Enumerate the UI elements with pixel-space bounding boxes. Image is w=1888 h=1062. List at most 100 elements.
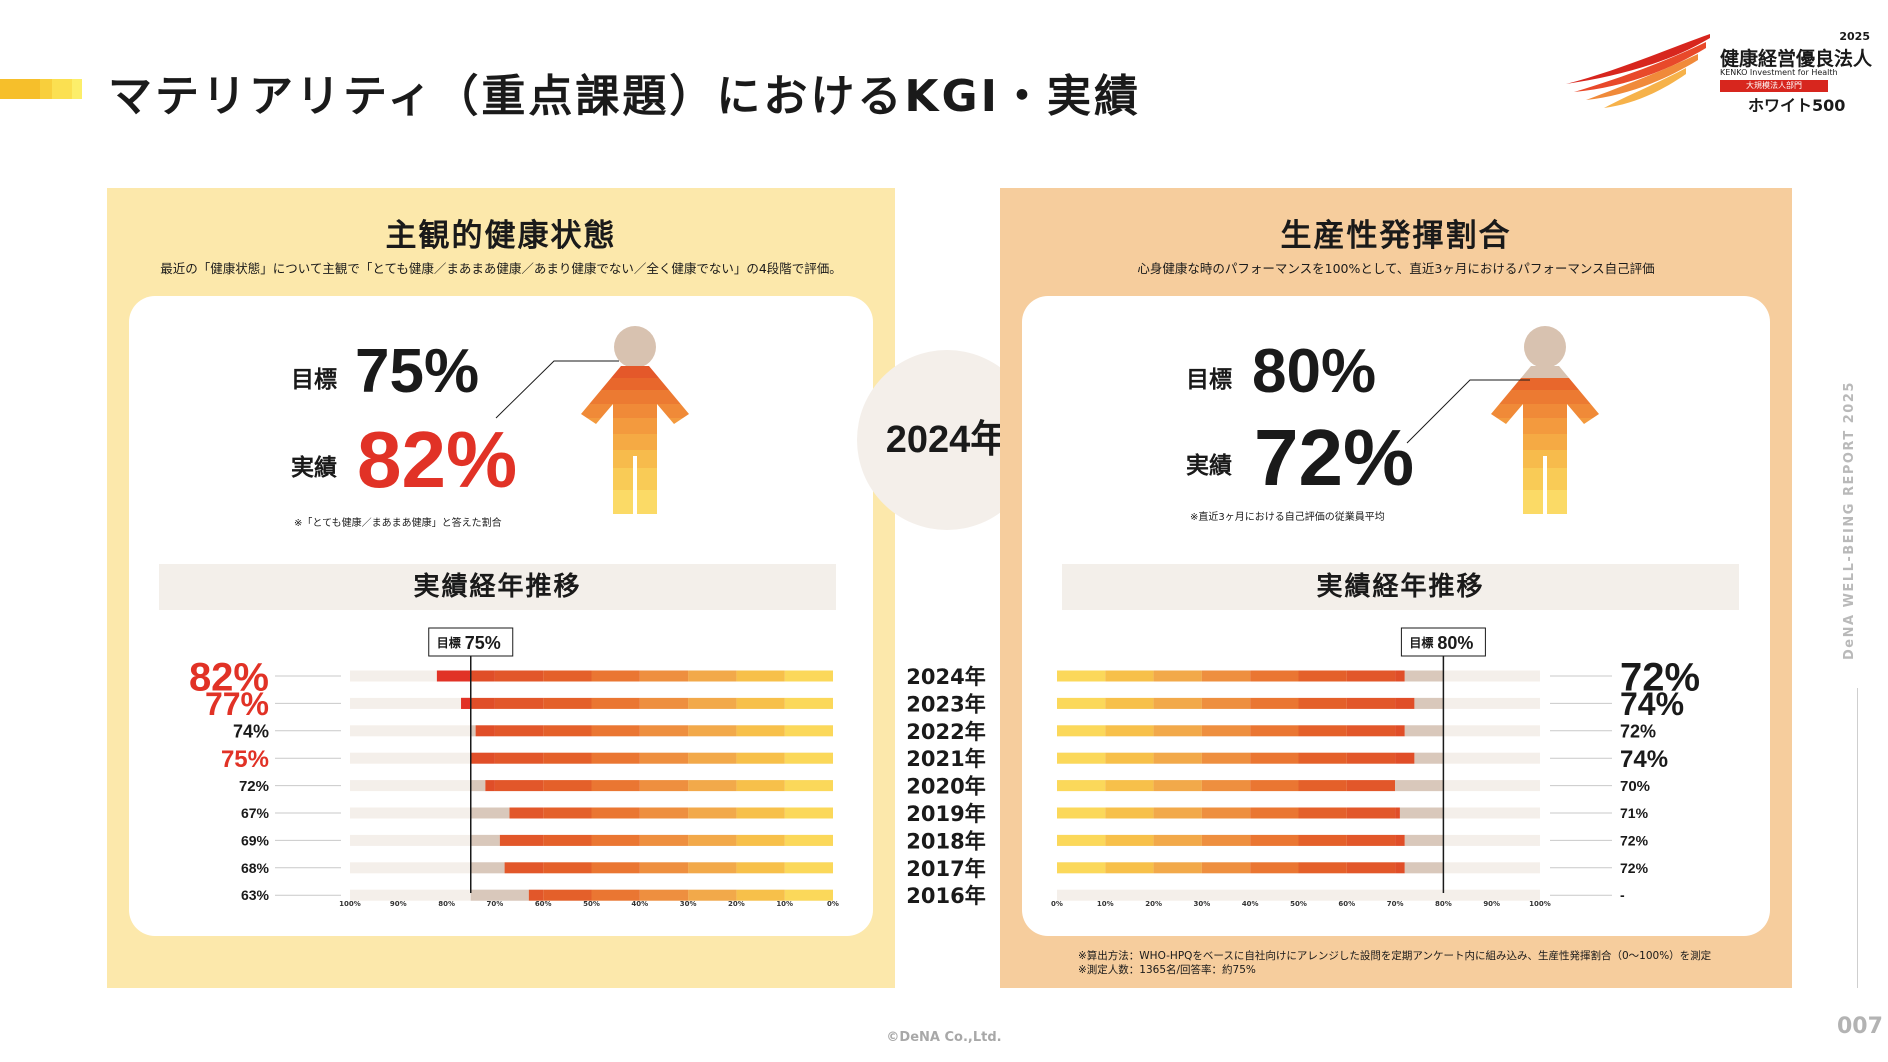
tick-label: 70% xyxy=(487,900,504,908)
bar-segment xyxy=(543,834,592,846)
bar-segment xyxy=(639,670,689,682)
actual-label: 実績 xyxy=(291,455,337,481)
bar-segment xyxy=(528,889,544,901)
bar-segment xyxy=(591,807,640,819)
logo-white500: ホワイト500 xyxy=(1748,96,1846,115)
bar-segment xyxy=(688,670,737,682)
bar-segment xyxy=(784,889,833,901)
bar-segment xyxy=(1346,752,1396,764)
tick-label: 100% xyxy=(339,900,361,908)
year-label: 2019年 xyxy=(906,802,985,826)
bar-segment xyxy=(1298,670,1347,682)
bar-segment xyxy=(1298,697,1347,709)
tick-label: 90% xyxy=(390,900,407,908)
bar-segment xyxy=(639,862,689,874)
bar-segment xyxy=(1153,752,1202,764)
bar-segment xyxy=(1298,752,1347,764)
tick-label: 90% xyxy=(1483,900,1500,908)
bar-segment xyxy=(1250,752,1299,764)
bar-segment xyxy=(1346,834,1396,846)
value-label: 77% xyxy=(205,686,269,722)
bar-segment xyxy=(1057,780,1106,792)
bar-segment xyxy=(591,834,640,846)
bar-segment xyxy=(1057,834,1106,846)
target-label: 目標 xyxy=(1186,367,1232,393)
tick-label: 30% xyxy=(680,900,697,908)
value-label: 71% xyxy=(1620,805,1649,821)
bar-segment xyxy=(591,697,640,709)
year-label: 2018年 xyxy=(906,829,985,853)
tick-label: 20% xyxy=(1145,900,1162,908)
panel-card: 目標 80% 実績 72% ※直近3ヶ月における自己評価の従業員平均 xyxy=(1022,296,1770,936)
bar-segment xyxy=(1395,862,1405,874)
bar-segment xyxy=(591,780,640,792)
bar-segment xyxy=(1201,697,1251,709)
panel-description: 心身健康な時のパフォーマンスを100%として、直近3ヶ月におけるパフォーマンス自… xyxy=(1137,261,1655,276)
year-label: 2021年 xyxy=(906,747,985,771)
tick-label: 0% xyxy=(827,900,839,908)
bar-segment xyxy=(1057,752,1106,764)
bar-segment xyxy=(1201,862,1251,874)
value-label: 74% xyxy=(1620,686,1684,722)
tick-label: 80% xyxy=(1435,900,1452,908)
bar-segment xyxy=(504,862,544,874)
bar-segment xyxy=(1298,725,1347,737)
logo-subtitle: KENKO Investment for Health xyxy=(1720,68,1838,77)
bar-segment xyxy=(1153,670,1202,682)
tick-label: 10% xyxy=(1097,900,1114,908)
value-label: 68% xyxy=(241,860,270,876)
bar-gap-to-target xyxy=(470,889,529,901)
year-label: 2023年 xyxy=(906,692,985,716)
page-number: 007 xyxy=(1837,1014,1883,1039)
bar-gap-to-target xyxy=(1404,725,1444,737)
bar-segment xyxy=(1153,834,1202,846)
target-label: 目標 xyxy=(291,367,337,393)
bar-segment xyxy=(784,780,833,792)
bar-segment xyxy=(688,862,737,874)
bar-segment xyxy=(591,889,640,901)
bar-segment xyxy=(1153,862,1202,874)
bar-segment xyxy=(485,780,495,792)
bar-segment xyxy=(784,697,833,709)
bar-segment xyxy=(639,725,689,737)
bar-segment xyxy=(1201,670,1251,682)
actual-value: 82% xyxy=(357,415,518,504)
logo-title: 健康経営優良法人 xyxy=(1720,48,1873,70)
bar-segment xyxy=(736,834,785,846)
value-label: 69% xyxy=(241,832,270,848)
bar-segment xyxy=(461,697,495,709)
bar-segment xyxy=(1250,862,1299,874)
bar-segment xyxy=(1057,697,1106,709)
bar-segment xyxy=(475,725,495,737)
bar-segment xyxy=(494,697,544,709)
bar-segment xyxy=(688,889,737,901)
page-title: マテリアリティ（重点課題）におけるKGI・実績 xyxy=(108,71,1141,122)
bar-segment xyxy=(784,752,833,764)
bar-segment xyxy=(1346,725,1396,737)
bar-segment xyxy=(736,670,785,682)
kpi-note: ※「とても健康／まあまあ健康」と答えた割合 xyxy=(294,518,502,529)
bar-segment xyxy=(1298,862,1347,874)
kpi-note: ※直近3ヶ月における自己評価の従業員平均 xyxy=(1190,512,1385,523)
bar-segment xyxy=(509,807,544,819)
logo-swoosh-icon xyxy=(1566,34,1710,108)
bar-segment xyxy=(1201,780,1251,792)
bar-segment xyxy=(1153,780,1202,792)
tick-label: 60% xyxy=(1338,900,1355,908)
bar-segment xyxy=(1395,834,1405,846)
bar-segment xyxy=(591,670,640,682)
bar-gap-to-target xyxy=(1395,780,1444,792)
health-management-logo: 2025 健康経営優良法人 KENKO Investment for Healt… xyxy=(1560,28,1873,118)
year-label: 2022年 xyxy=(906,720,985,744)
bar-segment xyxy=(639,697,689,709)
tick-label: 50% xyxy=(583,900,600,908)
bar-segment xyxy=(1201,752,1251,764)
bar-segment xyxy=(543,807,592,819)
bar-segment xyxy=(543,670,592,682)
tick-label: 0% xyxy=(1051,900,1063,908)
bar-segment xyxy=(784,807,833,819)
bar-segment xyxy=(1057,725,1106,737)
productivity-panel: 生産性発揮割合 心身健康な時のパフォーマンスを100%として、直近3ヶ月における… xyxy=(1000,188,1792,988)
report-side-label: DeNA WELL-BEING REPORT 2025 xyxy=(1842,381,1857,660)
bar-segment xyxy=(1298,780,1347,792)
